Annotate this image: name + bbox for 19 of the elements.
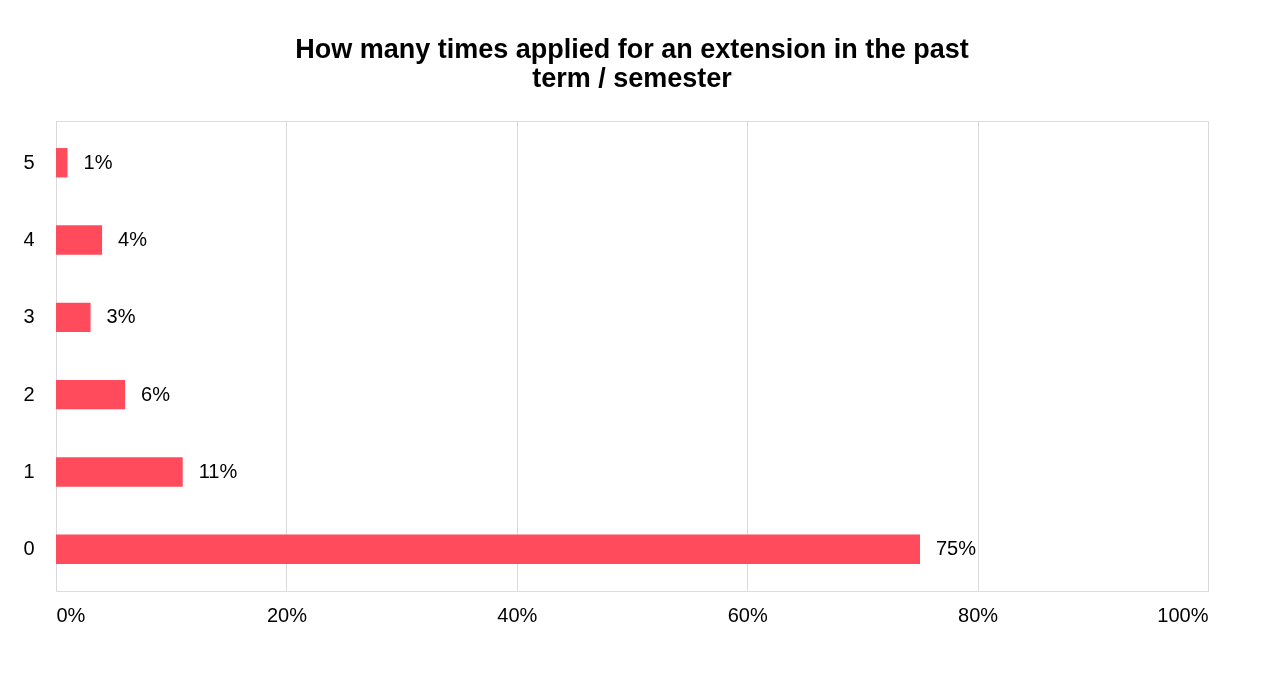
y-tick-label: 1 <box>23 459 35 482</box>
data-label: 4% <box>118 228 148 251</box>
y-tick-label: 0 <box>23 537 35 560</box>
chart-title: How many times applied for an extension in the past term / semester <box>295 34 969 93</box>
data-label: 11% <box>198 459 238 482</box>
y-tick-label: 2 <box>23 382 35 405</box>
x-tick-label: 20% <box>266 603 308 626</box>
data-label: 1% <box>83 150 113 173</box>
data-label: 6% <box>141 382 171 405</box>
x-tick-label: 60% <box>727 603 768 626</box>
y-tick-label: 5 <box>23 150 35 173</box>
data-label: 3% <box>106 305 136 328</box>
x-tick-label: 0% <box>56 603 86 626</box>
y-tick-label: 3 <box>23 305 35 328</box>
data-label: 75% <box>936 537 977 560</box>
x-tick-label: 40% <box>497 603 538 626</box>
x-tick-label: 100% <box>1157 603 1209 626</box>
y-tick-label: 4 <box>23 228 35 251</box>
x-tick-label: 80% <box>958 603 999 626</box>
